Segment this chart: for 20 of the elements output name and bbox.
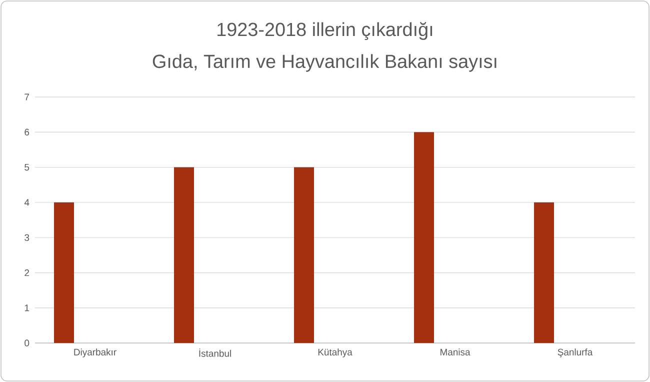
x-tick-label: Kütahya	[318, 348, 352, 358]
y-tick-label: 5	[24, 164, 30, 171]
x-tick-label: Manisa	[440, 348, 470, 356]
bar	[414, 132, 434, 343]
y-tick-label: 3	[24, 234, 30, 241]
bar	[54, 202, 74, 343]
y-tick-label: 2	[24, 269, 30, 276]
bar	[294, 167, 314, 343]
y-tick-label: 7	[24, 94, 30, 100]
chart-title: 1923-2018 illerin çıkardığı	[218, 22, 432, 40]
x-tick-label: Şanlurfa	[558, 348, 593, 358]
y-tick-label: 0	[24, 340, 30, 346]
y-tick-label: 4	[24, 199, 30, 206]
x-tick-label: İstanbul	[199, 348, 231, 357]
bar	[534, 202, 554, 343]
y-tick-label: 1	[24, 304, 30, 312]
chart-subtitle: Gıda, Tarım ve Hayvancılık Bakanı sayısı	[152, 54, 496, 72]
bar	[174, 167, 194, 343]
x-tick-label: Diyarbakır	[74, 348, 116, 358]
y-tick-label: 6	[24, 128, 30, 136]
